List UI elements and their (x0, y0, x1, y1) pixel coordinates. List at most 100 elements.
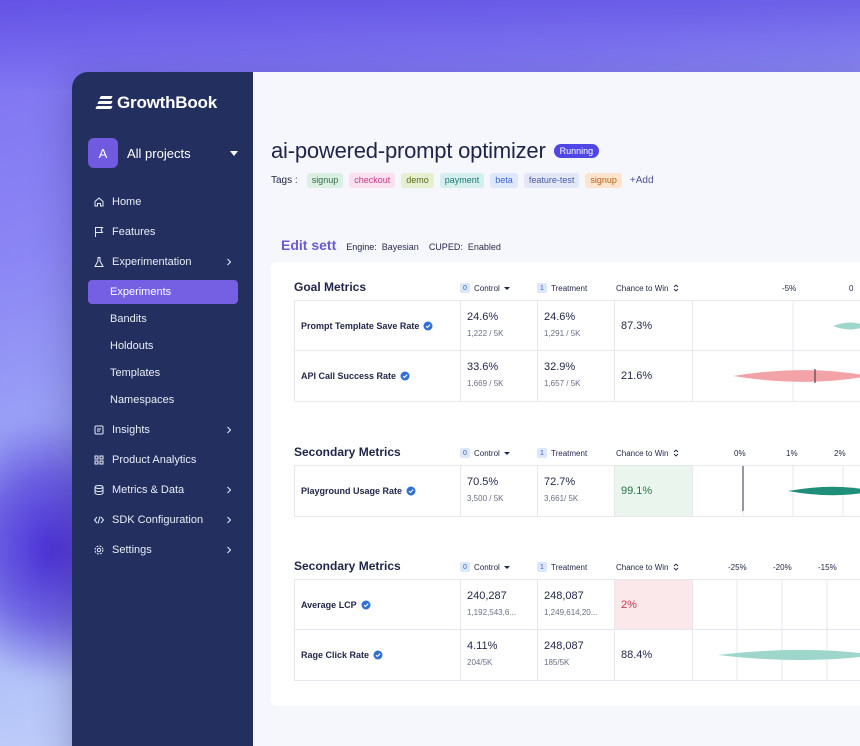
page-title: ai-powered-prompt optimizer (271, 138, 546, 163)
sidebar-item-label: Features (112, 226, 156, 238)
verified-badge-icon (361, 600, 371, 609)
tag-chip[interactable]: checkout (349, 173, 396, 188)
variant-badge: 0 (460, 562, 470, 572)
add-tag-button[interactable]: +Add (629, 175, 654, 186)
sidebar-item-label: Product Analytics (112, 454, 197, 466)
sidebar-item-sdk-configuration[interactable]: SDK Configuration (88, 508, 238, 532)
caret-down-icon (503, 451, 510, 455)
column-label: Chance to Win (616, 562, 669, 572)
metric-name-cell[interactable]: Rage Click Rate (295, 630, 461, 680)
control-column-header[interactable]: 0 Control (460, 562, 510, 572)
table-row[interactable]: Prompt Template Save Rate 24.6% 1,222 / 5K… (295, 301, 860, 351)
column-label: Control (474, 283, 500, 293)
sidebar-item-namespaces[interactable]: Namespaces (110, 394, 175, 406)
variant-badge: 1 (537, 448, 547, 458)
project-selector[interactable]: A All projects (88, 138, 240, 168)
metric-name: API Call Success Rate (301, 371, 397, 381)
axis-tick-label: 0 (849, 284, 854, 293)
sidebar-item-label: Settings (112, 544, 152, 556)
results-panel: Goal Metrics 0 Control 1 Treatment Chance to … (271, 262, 860, 706)
column-label: Control (474, 562, 500, 572)
control-count: 204/5K (467, 658, 493, 667)
variant-badge: 1 (537, 283, 547, 293)
table-row[interactable]: API Call Success Rate 33.6% 1,669 / 5K 32.9… (295, 351, 860, 401)
tag-chip[interactable]: signup (306, 173, 344, 188)
home-icon (93, 196, 105, 208)
table-row[interactable]: Average LCP 240,287 1,192,543,6... 248,087 1… (295, 580, 860, 630)
violin-plot-cell (693, 301, 860, 350)
sidebar-item-home[interactable]: Home (88, 190, 238, 214)
sidebar-item-settings[interactable]: Settings (88, 538, 238, 562)
sidebar-item-experimentation[interactable]: Experimentation (88, 250, 238, 274)
tag-chip[interactable]: payment (439, 173, 485, 188)
sidebar-item-label: Metrics & Data (112, 484, 185, 496)
treatment-value-cell: 24.6% 1,291 / 5K (538, 301, 615, 350)
metric-name-cell[interactable]: API Call Success Rate (295, 351, 461, 401)
tag-chip[interactable]: demo (401, 173, 434, 188)
table-row[interactable]: Rage Click Rate 4.11% 204/5K 248,087 185/5K 8… (295, 630, 860, 680)
brand-logo[interactable]: GrowthBook (95, 93, 217, 113)
tag-chip[interactable]: signup (585, 173, 622, 188)
sidebar-item-metrics-data[interactable]: Metrics & Data (88, 478, 238, 502)
metric-name-cell[interactable]: Average LCP (295, 580, 461, 629)
metric-name: Prompt Template Save Rate (301, 320, 420, 331)
settings-row: Edit sett Engine: Bayesian CUPED: Enable… (281, 237, 501, 253)
metric-name-cell[interactable]: Prompt Template Save Rate (295, 301, 461, 350)
sidebar-item-label: Insights (112, 424, 150, 436)
sidebar-item-holdouts[interactable]: Holdouts (110, 340, 154, 352)
metrics-table: Playground Usage Rate 70.5% 3,500 / 5K 72.7… (294, 465, 860, 517)
section-title: Secondary Metrics (294, 559, 401, 573)
experiment-header: ai-powered-prompt optimizer Running (271, 138, 600, 164)
column-label: Treatment (551, 562, 588, 572)
violin-plot-cell (693, 580, 860, 629)
table-row[interactable]: Playground Usage Rate 70.5% 3,500 / 5K 72.7… (295, 466, 860, 516)
tag-chip[interactable]: beta (490, 173, 518, 188)
project-name: All projects (127, 145, 191, 161)
violin-plot (792, 301, 860, 350)
chevron-right-icon (227, 486, 232, 494)
tag-chip[interactable]: feature-test (523, 173, 580, 188)
control-column-header[interactable]: 0 Control (460, 448, 510, 458)
axis-tick-label: 0% (734, 449, 746, 458)
chance-to-win-cell: 87.3% (615, 301, 693, 350)
chance-to-win-cell: 88.4% (615, 630, 693, 680)
chance-to-win-header[interactable]: Chance to Win (616, 562, 680, 572)
variant-badge: 0 (460, 448, 470, 458)
metric-name-cell[interactable]: Playground Usage Rate (295, 466, 461, 516)
treatment-count: 3,661/ 5K (544, 494, 579, 503)
treatment-count: 1,291 / 5K (544, 329, 581, 338)
control-value: 70.5% (467, 476, 499, 488)
tag-list: Tags : signup checkout demo payment beta feat… (271, 173, 654, 188)
sidebar-item-product-analytics[interactable]: Product Analytics (88, 448, 238, 472)
chance-to-win-header[interactable]: Chance to Win (616, 448, 680, 458)
verified-badge-icon (423, 321, 433, 330)
database-icon (93, 484, 105, 496)
edit-settings-link[interactable]: Edit sett (281, 237, 337, 253)
code-icon (93, 514, 105, 526)
treatment-count: 1,657 / 5K (544, 379, 581, 388)
tags-label: Tags : (271, 175, 298, 186)
sidebar-item-experiments[interactable]: Experiments (88, 280, 238, 304)
treatment-value: 72.7% (544, 476, 576, 488)
sidebar-item-templates[interactable]: Templates (110, 367, 161, 379)
chevron-right-icon (227, 516, 232, 524)
flask-icon (93, 256, 105, 268)
metric-name: Rage Click Rate (301, 650, 370, 660)
chance-to-win-cell: 99.1% (615, 466, 693, 516)
axis-tick-label: -25% (728, 563, 747, 572)
sidebar-item-bandits[interactable]: Bandits (110, 313, 147, 325)
control-value: 240,287 (467, 590, 507, 602)
gear-icon (93, 544, 105, 556)
control-value-cell: 4.11% 204/5K (461, 630, 538, 680)
chance-to-win-header[interactable]: Chance to Win (616, 283, 680, 293)
sidebar-item-label: SDK Configuration (112, 514, 204, 526)
confidence-violin (833, 322, 860, 330)
sidebar-item-insights[interactable]: Insights (88, 418, 238, 442)
caret-down-icon (503, 565, 510, 569)
control-column-header[interactable]: 0 Control (460, 283, 510, 293)
confidence-violin (733, 370, 860, 382)
sidebar-item-features[interactable]: Features (88, 220, 238, 244)
treatment-column-header: 1 Treatment (537, 448, 587, 458)
sort-icon (674, 563, 679, 571)
chevron-down-icon (230, 150, 238, 156)
